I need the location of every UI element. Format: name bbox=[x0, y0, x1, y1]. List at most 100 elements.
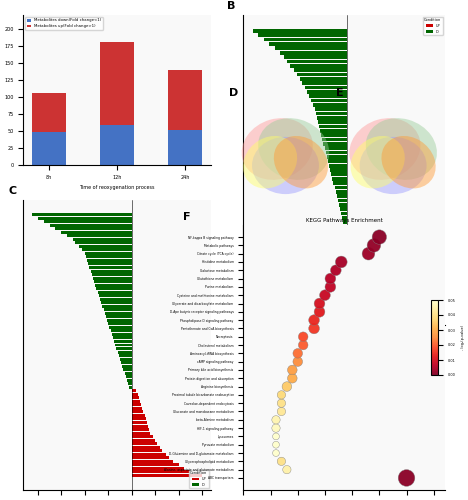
Point bbox=[272, 432, 280, 440]
Bar bbox=[168, 130, 202, 165]
Bar bbox=[297, 72, 347, 76]
Bar bbox=[347, 250, 363, 254]
Bar bbox=[309, 94, 347, 98]
Bar bbox=[100, 126, 134, 165]
Bar bbox=[300, 77, 347, 80]
Bar bbox=[98, 290, 132, 294]
Bar bbox=[317, 116, 347, 119]
Bar bbox=[263, 38, 347, 42]
Bar bbox=[322, 138, 347, 141]
Point bbox=[370, 242, 378, 250]
Bar bbox=[347, 294, 393, 298]
Bar bbox=[112, 333, 132, 336]
Bar bbox=[327, 155, 347, 159]
Bar bbox=[316, 112, 347, 116]
Y-axis label: - log₂(p-value): - log₂(p-value) bbox=[461, 325, 465, 350]
Bar bbox=[132, 449, 162, 452]
Bar bbox=[87, 259, 132, 262]
Bar bbox=[314, 108, 347, 111]
Text: E: E bbox=[336, 88, 344, 98]
Bar bbox=[126, 375, 132, 378]
Bar bbox=[347, 307, 435, 311]
Ellipse shape bbox=[252, 137, 319, 194]
Bar bbox=[347, 260, 368, 263]
Bar bbox=[44, 220, 132, 223]
X-axis label: Time of reoxygenation process: Time of reoxygenation process bbox=[79, 186, 155, 190]
Bar bbox=[55, 228, 132, 230]
Point bbox=[376, 233, 383, 241]
Bar bbox=[132, 418, 146, 420]
Bar bbox=[132, 470, 190, 474]
Bar bbox=[86, 256, 132, 258]
Bar bbox=[94, 280, 132, 283]
Bar bbox=[124, 372, 132, 374]
Bar bbox=[91, 270, 132, 272]
Bar bbox=[100, 298, 132, 300]
Ellipse shape bbox=[381, 136, 436, 188]
Bar bbox=[319, 124, 347, 128]
Bar bbox=[122, 364, 132, 368]
Point bbox=[403, 474, 410, 482]
Bar bbox=[127, 378, 132, 382]
Title: KEGG Pathways Enrichment: KEGG Pathways Enrichment bbox=[306, 218, 382, 223]
Bar bbox=[347, 286, 384, 289]
Bar bbox=[307, 90, 347, 94]
Bar bbox=[337, 194, 347, 198]
Bar bbox=[50, 224, 132, 226]
Bar bbox=[275, 46, 347, 50]
Bar bbox=[347, 281, 380, 285]
Legend: Metabolites down(Fold change<1), Metabolites up(Fold change>1): Metabolites down(Fold change<1), Metabol… bbox=[25, 17, 102, 30]
Bar bbox=[110, 330, 132, 332]
Bar bbox=[119, 354, 132, 357]
Bar bbox=[320, 129, 347, 132]
Bar bbox=[332, 177, 347, 180]
Bar bbox=[132, 442, 158, 445]
Point bbox=[278, 391, 285, 399]
Point bbox=[300, 341, 307, 349]
Point bbox=[327, 274, 334, 282]
Point bbox=[272, 449, 280, 457]
Bar bbox=[61, 231, 132, 234]
Bar bbox=[347, 272, 374, 276]
Legend: UP, D: UP, D bbox=[423, 16, 443, 35]
Bar bbox=[342, 216, 347, 220]
Point bbox=[321, 291, 329, 299]
Bar bbox=[168, 70, 202, 130]
Bar bbox=[284, 55, 347, 59]
Point bbox=[289, 366, 296, 374]
Ellipse shape bbox=[258, 118, 329, 180]
Bar bbox=[333, 181, 347, 185]
Bar bbox=[82, 248, 132, 252]
Bar bbox=[110, 326, 132, 329]
Bar bbox=[32, 213, 132, 216]
Bar bbox=[100, 42, 134, 125]
Bar bbox=[101, 301, 132, 304]
Bar bbox=[347, 229, 352, 232]
Bar bbox=[132, 432, 150, 434]
Bar bbox=[347, 268, 372, 272]
Bar bbox=[132, 456, 169, 459]
Bar bbox=[329, 164, 347, 168]
Bar bbox=[347, 264, 370, 268]
Bar bbox=[115, 344, 132, 346]
Bar bbox=[132, 446, 160, 448]
Bar bbox=[102, 305, 132, 308]
Point bbox=[300, 332, 307, 340]
Bar bbox=[325, 146, 347, 150]
Bar bbox=[132, 424, 148, 428]
Bar bbox=[99, 294, 132, 297]
Bar bbox=[344, 220, 347, 224]
Bar bbox=[106, 316, 132, 318]
Point bbox=[283, 382, 291, 390]
Bar bbox=[132, 467, 184, 470]
Bar bbox=[88, 262, 132, 266]
Text: C: C bbox=[8, 186, 16, 196]
Ellipse shape bbox=[241, 118, 313, 180]
Point bbox=[332, 266, 340, 274]
Bar bbox=[318, 120, 347, 124]
Bar bbox=[293, 68, 347, 72]
Bar bbox=[336, 190, 347, 194]
Bar bbox=[92, 273, 132, 276]
Point bbox=[278, 399, 285, 407]
Bar bbox=[338, 198, 347, 202]
